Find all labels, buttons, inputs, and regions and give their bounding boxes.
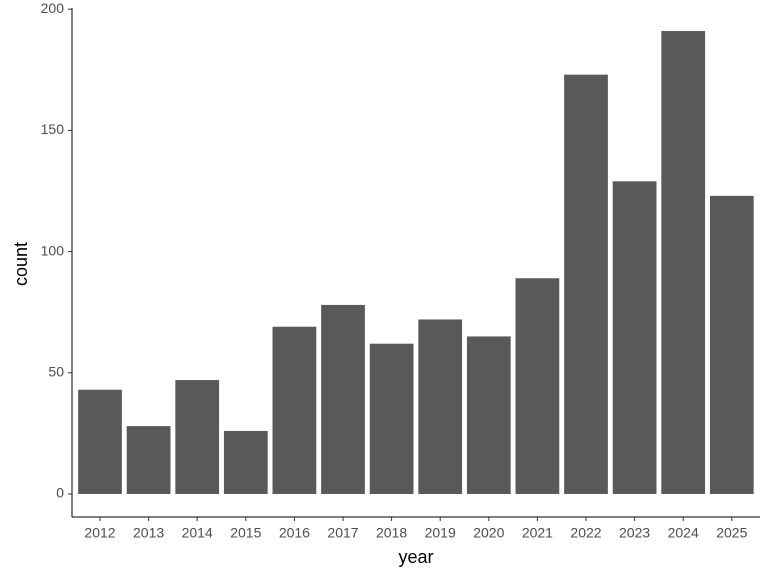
x-tick-label: 2023 — [619, 525, 650, 541]
x-tick-label: 2013 — [133, 525, 164, 541]
bar — [466, 336, 511, 494]
x-tick-label: 2021 — [522, 525, 553, 541]
bar — [515, 278, 560, 494]
bar — [78, 389, 122, 494]
y-tick-label: 50 — [48, 363, 64, 379]
x-tick-label: 2012 — [84, 525, 115, 541]
y-axis-title: count — [11, 242, 31, 286]
y-tick-label: 0 — [56, 485, 64, 501]
x-tick-label: 2016 — [279, 525, 310, 541]
bar — [223, 430, 268, 494]
bar — [661, 31, 706, 494]
x-tick-label: 2014 — [182, 525, 213, 541]
y-tick-label: 200 — [41, 0, 65, 16]
x-tick-label: 2024 — [668, 525, 699, 541]
bar — [418, 319, 463, 494]
bar — [272, 326, 317, 494]
bar — [369, 343, 414, 494]
x-tick-label: 2017 — [327, 525, 358, 541]
x-tick-label: 2019 — [425, 525, 456, 541]
y-tick-label: 100 — [41, 242, 65, 258]
bar — [175, 380, 220, 494]
x-tick-label: 2015 — [230, 525, 261, 541]
bar — [564, 74, 608, 494]
bar — [126, 426, 171, 494]
x-tick-label: 2022 — [570, 525, 601, 541]
bar — [612, 181, 657, 494]
bar — [321, 304, 365, 494]
x-axis-title: year — [398, 547, 433, 567]
x-tick-label: 2018 — [376, 525, 407, 541]
x-tick-label: 2025 — [716, 525, 747, 541]
bar — [709, 195, 754, 494]
x-tick-label: 2020 — [473, 525, 504, 541]
y-tick-label: 150 — [41, 121, 65, 137]
